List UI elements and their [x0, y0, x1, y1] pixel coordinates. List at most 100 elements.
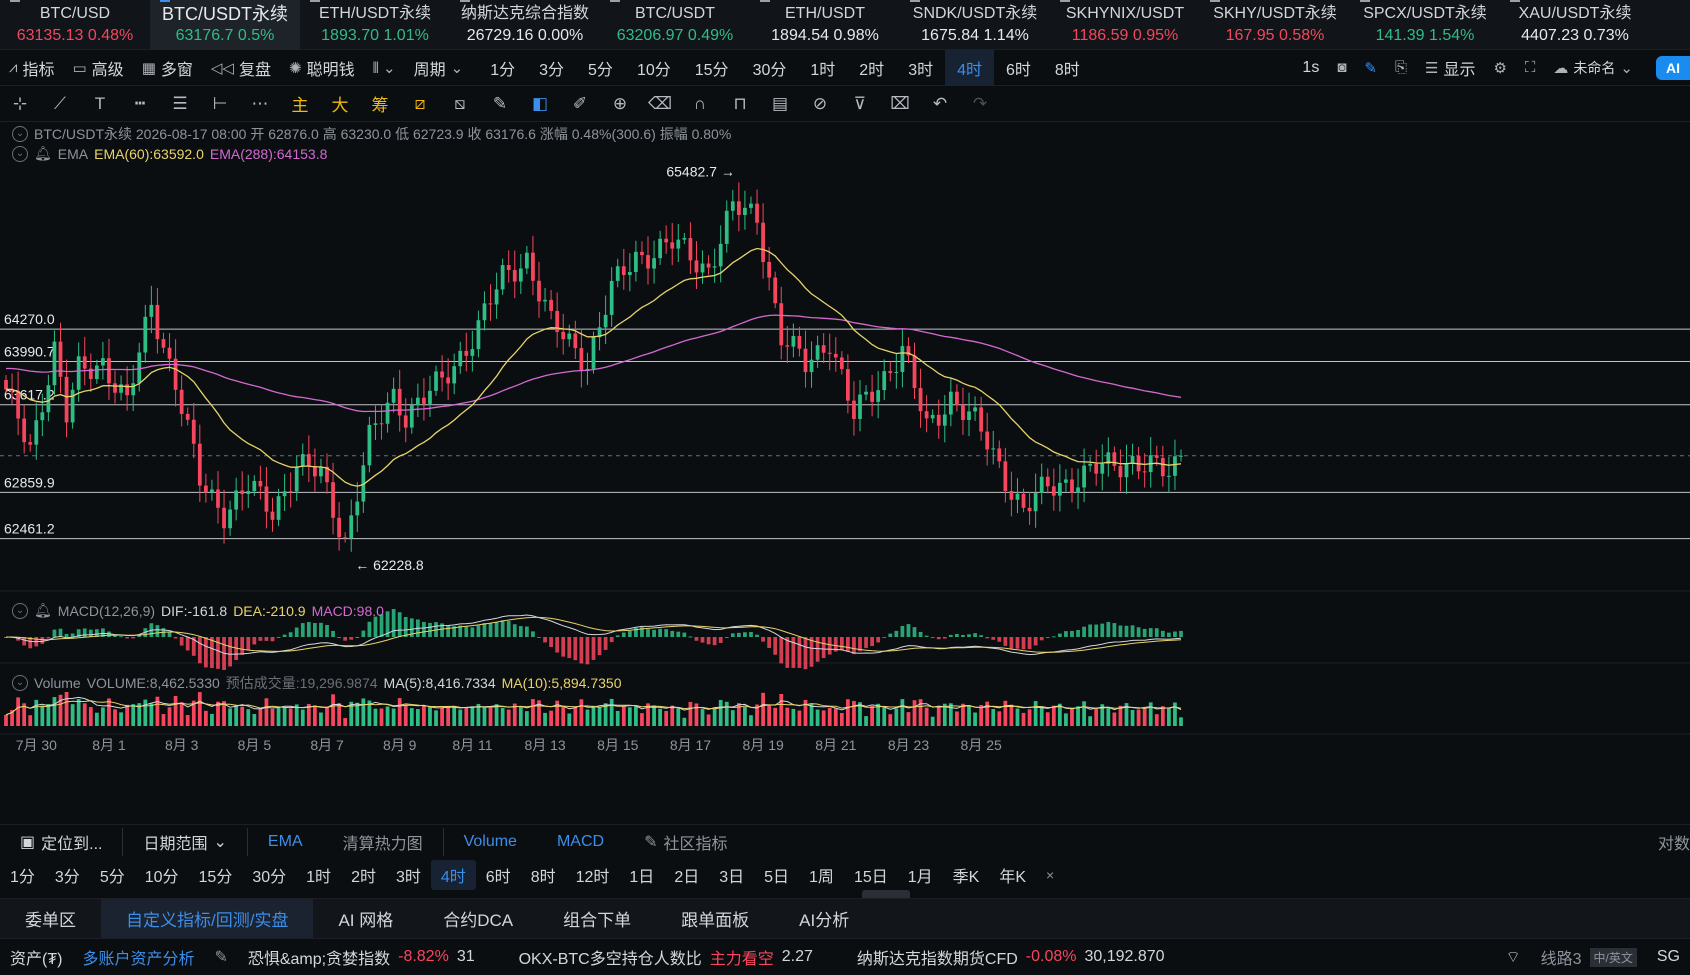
- more-dots-icon[interactable]: ⋯: [251, 93, 269, 113]
- bookmark-icon[interactable]: ◧: [531, 93, 549, 113]
- main-force-icon[interactable]: 主: [291, 96, 309, 115]
- measure-icon[interactable]: ⊢: [212, 93, 228, 113]
- ticker-8[interactable]: SKHY/USDT永续 167.95 0.58%: [1200, 0, 1350, 50]
- brush-icon[interactable]: ✎: [492, 93, 508, 113]
- trash-icon[interactable]: ⌧: [890, 93, 910, 113]
- timeframe-10[interactable]: 6时: [1006, 61, 1031, 79]
- panel-tab-5[interactable]: 跟单面板: [681, 911, 750, 930]
- pin-icon[interactable]: [1060, 0, 1070, 8]
- timeframe-0[interactable]: 1分: [490, 61, 516, 79]
- multi-account-link[interactable]: 多账户资产分析: [72, 945, 204, 969]
- camera-button[interactable]: ◙: [1328, 50, 1355, 86]
- zoom-icon[interactable]: ⊕: [612, 93, 628, 113]
- ruler-icon[interactable]: ┅: [134, 93, 146, 113]
- quick-timeframe-5[interactable]: 30分: [252, 869, 287, 886]
- pin-icon[interactable]: [1360, 0, 1370, 8]
- timeframe-3[interactable]: 10分: [636, 61, 671, 79]
- pencil-icon[interactable]: ✐: [572, 93, 588, 113]
- ticker-4[interactable]: BTC/USDT 63206.97 0.49%: [600, 0, 750, 50]
- redo-icon[interactable]: ↷: [972, 93, 988, 113]
- trend-line-icon[interactable]: ⟋: [54, 93, 66, 113]
- timeframe-5[interactable]: 30分: [752, 61, 787, 79]
- quick-timeframe-2[interactable]: 5分: [99, 869, 125, 886]
- ticker-0[interactable]: BTC/USD 63135.13 0.48%: [0, 0, 150, 50]
- seconds-button[interactable]: 1s: [1302, 58, 1320, 76]
- quick-timeframe-9[interactable]: 4时: [430, 860, 476, 890]
- settings-button[interactable]: ⚙: [1484, 50, 1515, 86]
- quick-timeframe-19[interactable]: 1月: [907, 869, 933, 886]
- toolbar-button-1[interactable]: ▭ 高级: [63, 50, 132, 86]
- toolbar-button-0[interactable]: ⩘ 指标: [0, 50, 63, 86]
- fullscreen-button[interactable]: ⛶: [1516, 50, 1545, 86]
- timeframe-8[interactable]: 3时: [908, 61, 934, 79]
- auto-draw-icon[interactable]: ⧅: [454, 93, 466, 113]
- panel-tab-6[interactable]: AI分析: [799, 911, 850, 930]
- undo-icon[interactable]: ↶: [932, 93, 948, 113]
- quick-timeframe-1[interactable]: 3分: [54, 869, 80, 886]
- date-range-dropdown[interactable]: 日期范围 ⌄: [123, 825, 246, 859]
- bell-icon[interactable]: 🔔︎: [34, 602, 52, 618]
- ticker-9[interactable]: SPCX/USDT永续 141.39 1.54%: [1350, 0, 1500, 50]
- timeframe-9[interactable]: 4时: [945, 49, 994, 86]
- panel-tab-1[interactable]: 自定义指标/回测/实盘: [101, 898, 314, 939]
- nasdaq-futures[interactable]: 纳斯达克指数期货CFD -0.08% 30,192.870: [847, 945, 1175, 969]
- pin-icon[interactable]: [310, 0, 320, 8]
- quick-timeframe-10[interactable]: 6时: [485, 869, 511, 886]
- pin-icon[interactable]: [910, 0, 920, 8]
- filter-icon[interactable]: ⊽: [853, 93, 867, 113]
- toolbar-button-2[interactable]: ▦ 多窗: [133, 50, 202, 86]
- ticker-6[interactable]: SNDK/USDT永续 1675.84 1.14%: [900, 0, 1050, 50]
- pin-icon[interactable]: [610, 0, 620, 8]
- panel-resize-handle[interactable]: [862, 890, 910, 898]
- quick-timeframe-18[interactable]: 15日: [853, 869, 888, 886]
- fib-icon[interactable]: ☰: [172, 93, 188, 113]
- big-order-icon[interactable]: 大: [331, 96, 349, 115]
- quick-timeframe-13[interactable]: 1日: [629, 869, 655, 886]
- draw-toggle-button[interactable]: ✎: [1355, 50, 1386, 86]
- timeframe-2[interactable]: 5分: [588, 61, 613, 79]
- candlestick-chart[interactable]: 64270.063990.763617.262859.962461.265482…: [0, 122, 1690, 824]
- timeframe-4[interactable]: 15分: [694, 61, 729, 79]
- quick-timeframe-8[interactable]: 3时: [395, 869, 421, 886]
- quick-timeframe-12[interactable]: 12时: [575, 869, 610, 886]
- quick-timeframe-11[interactable]: 8时: [530, 869, 556, 886]
- chart-area[interactable]: 64270.0 63990.7 63617.2 62859.9 62461.2 65482…: [0, 122, 1690, 824]
- close-icon[interactable]: ×: [1046, 867, 1055, 883]
- network-line[interactable]: 线路3 中/英文: [1531, 945, 1647, 969]
- edit-icon[interactable]: ✎: [214, 949, 228, 966]
- bell-icon[interactable]: 🔔︎: [34, 145, 52, 161]
- tab-volume[interactable]: Volume: [463, 832, 517, 850]
- ticker-3[interactable]: 纳斯达克综合指数 26729.16 0.00%: [450, 0, 600, 50]
- tab-macd[interactable]: MACD: [556, 832, 605, 850]
- timeframe-1[interactable]: 3分: [539, 61, 565, 79]
- pin-icon[interactable]: [160, 0, 170, 8]
- quick-timeframe-20[interactable]: 季K: [952, 869, 980, 886]
- community-indicators-button[interactable]: ✎ 社区指标: [624, 825, 747, 859]
- chips-icon[interactable]: 筹: [371, 96, 389, 115]
- display-button[interactable]: ☰ 显示: [1416, 50, 1484, 86]
- quick-timeframe-17[interactable]: 1周: [809, 869, 834, 886]
- quick-timeframe-15[interactable]: 3日: [719, 869, 745, 886]
- ticker-10[interactable]: XAU/USDT永续 4407.23 0.73%: [1500, 0, 1650, 50]
- toolbar-button-3[interactable]: ◁◁ 复盘: [202, 50, 280, 86]
- quick-timeframe-6[interactable]: 1时: [306, 869, 332, 886]
- pin-icon[interactable]: [1510, 0, 1520, 8]
- panel-tab-4[interactable]: 组合下单: [563, 911, 632, 930]
- pin-icon[interactable]: [760, 0, 770, 8]
- ticker-7[interactable]: SKHYNIX/USDT 1186.59 0.95%: [1050, 0, 1200, 50]
- text-icon[interactable]: T: [94, 93, 106, 113]
- period-dropdown[interactable]: 周期 ⌄: [405, 50, 473, 86]
- quick-timeframe-7[interactable]: 2时: [351, 869, 376, 886]
- timeframe-7[interactable]: 2时: [859, 61, 885, 79]
- eraser-icon[interactable]: ⌫: [647, 93, 673, 113]
- ticker-2[interactable]: ETH/USDT永续 1893.70 1.01%: [300, 0, 450, 50]
- timeframe-11[interactable]: 8时: [1054, 61, 1080, 79]
- assets-label[interactable]: 资产(₮): [10, 951, 63, 968]
- tab-ema[interactable]: EMA: [267, 832, 303, 850]
- okx-long-short-ratio[interactable]: OKX-BTC多空持仓人数比 主力看空 2.27: [509, 945, 823, 969]
- fear-greed-index[interactable]: 恐惧&amp;贪婪指数 -8.82% 31: [238, 945, 485, 969]
- collapse-icon[interactable]: ⌄: [12, 602, 28, 619]
- pin-icon[interactable]: [10, 0, 20, 8]
- toolbar-button-4[interactable]: ✺ 聪明钱: [280, 50, 364, 86]
- language-label[interactable]: 中/英文: [1589, 947, 1637, 967]
